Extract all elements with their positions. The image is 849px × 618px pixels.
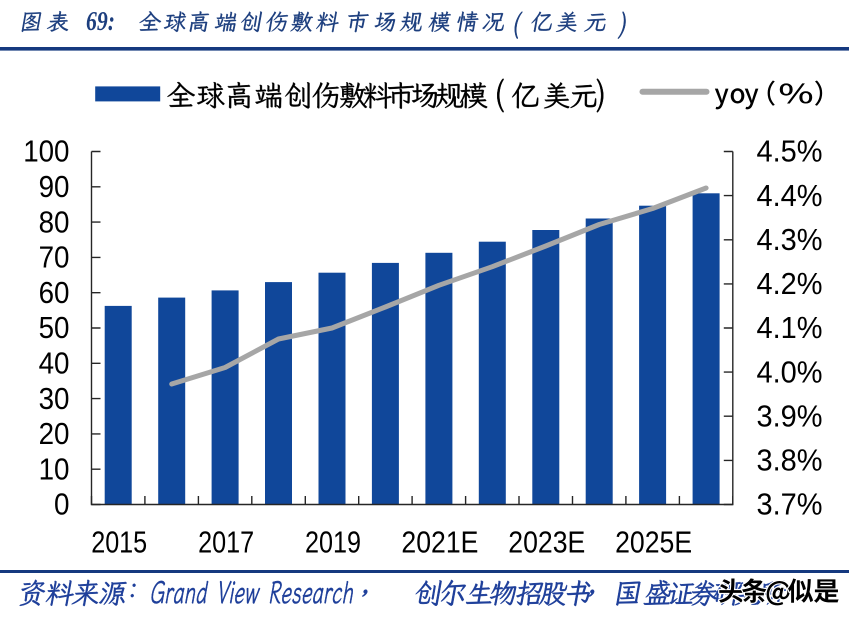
svg-text:4.0%: 4.0%: [757, 354, 823, 389]
svg-text:40: 40: [39, 346, 70, 381]
svg-text:3.9%: 3.9%: [757, 398, 823, 433]
svg-text:4.5%: 4.5%: [757, 134, 823, 169]
svg-text:0: 0: [54, 487, 70, 522]
svg-text:2021E: 2021E: [401, 525, 478, 559]
svg-text:2023E: 2023E: [508, 525, 585, 559]
svg-text:2019: 2019: [305, 525, 361, 559]
svg-text:4.2%: 4.2%: [757, 266, 823, 301]
svg-text:60: 60: [39, 275, 70, 310]
svg-text:3.8%: 3.8%: [757, 443, 823, 478]
svg-text:80: 80: [39, 204, 70, 239]
svg-text:70: 70: [39, 240, 70, 275]
svg-text:100: 100: [23, 134, 69, 169]
svg-text:2017: 2017: [198, 525, 254, 559]
svg-text:90: 90: [39, 169, 70, 204]
svg-text:50: 50: [39, 310, 70, 345]
svg-text:30: 30: [39, 381, 70, 416]
svg-text:69:: 69:: [86, 6, 115, 36]
svg-text:10: 10: [39, 451, 70, 486]
svg-text:3.7%: 3.7%: [757, 487, 823, 522]
svg-text:4.4%: 4.4%: [757, 178, 823, 213]
svg-text:4.3%: 4.3%: [757, 222, 823, 257]
svg-text:4.1%: 4.1%: [757, 310, 823, 345]
svg-text:2015: 2015: [91, 525, 147, 559]
svg-text:20: 20: [39, 416, 70, 451]
svg-text:2025E: 2025E: [615, 525, 692, 559]
